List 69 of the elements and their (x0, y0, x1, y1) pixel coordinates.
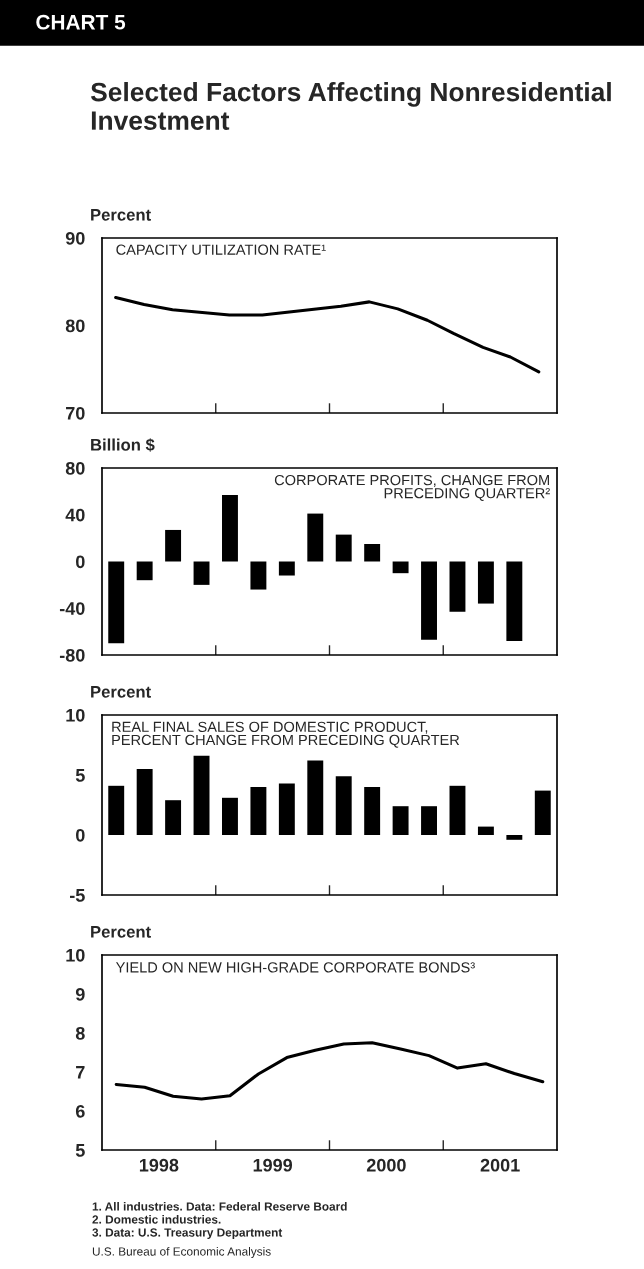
x-tick-label: 1999 (253, 1158, 293, 1172)
bar (506, 835, 523, 840)
bar (449, 785, 466, 835)
bar (250, 787, 267, 835)
y-tick-label: 10 (66, 708, 85, 722)
y-axis-title: Percent (91, 209, 151, 221)
y-tick-label: 90 (65, 231, 85, 245)
y-axis-title: Billion $ (91, 438, 155, 452)
bar (136, 769, 153, 835)
bar (165, 529, 182, 562)
y-tick-label: 0 (76, 828, 85, 842)
chart-subtitle: Selected Factors Affecting Nonresidential Investment (90, 82, 611, 130)
bar (307, 513, 324, 562)
bar (165, 800, 182, 835)
bar (193, 561, 210, 585)
y-axis-title: Percent (91, 926, 151, 938)
bar (449, 561, 466, 612)
y-tick-label: 80 (65, 461, 85, 475)
text: 3. Data: U.S. Treasury Department (92, 1228, 283, 1240)
bar (364, 787, 381, 835)
bar (421, 806, 437, 835)
bar (421, 561, 437, 640)
bar (222, 494, 238, 562)
x-tick-label: 1998 (139, 1158, 179, 1172)
bar (193, 755, 210, 835)
y-axis-title: Percent (91, 686, 151, 698)
bar (108, 785, 125, 835)
y-tick-label: -40 (59, 602, 85, 615)
x-tick-label: 2001 (480, 1158, 520, 1172)
bar (108, 561, 125, 644)
y-tick-label: 70 (66, 406, 85, 420)
y-tick-label: -5 (69, 889, 85, 902)
line-series (114, 295, 541, 374)
bar (392, 806, 409, 835)
bar (364, 543, 381, 562)
bar (335, 534, 352, 562)
y-tick-label: 80 (65, 319, 85, 333)
bar (222, 797, 238, 835)
bar (278, 783, 295, 835)
text: U.S. Bureau of Economic Analysis (92, 1247, 271, 1258)
y-tick-label: 7 (76, 1066, 85, 1079)
y-tick-label: 10 (66, 948, 85, 962)
bar (477, 826, 494, 835)
y-tick-label: 5 (75, 1144, 85, 1157)
line-series (114, 1041, 545, 1101)
y-tick-label: 40 (65, 508, 85, 522)
text: 1. All industries. Data: Federal Reserve Board (92, 1202, 347, 1211)
bar (250, 561, 267, 590)
bar (307, 760, 324, 835)
y-tick-label: 5 (75, 769, 85, 782)
y-tick-label: -80 (59, 648, 85, 662)
annotation: CORPORATE PROFITS, CHANGE FROM PRECEDING QUARTER² (274, 474, 550, 501)
text: 2. Domestic industries. (92, 1215, 221, 1224)
bar (278, 561, 295, 576)
y-tick-label: 0 (76, 555, 85, 569)
chart-title: CHART 5 (36, 14, 126, 30)
bar (392, 561, 409, 574)
bar (136, 561, 153, 581)
x-tick-label: 2000 (366, 1158, 406, 1172)
bar (534, 790, 551, 835)
bar (477, 561, 494, 604)
y-tick-label: 9 (75, 987, 85, 1001)
bar (335, 776, 352, 835)
annotation: YIELD ON NEW HIGH-GRADE CORPORATE BONDS³ (115, 962, 475, 973)
bar (506, 561, 523, 641)
y-tick-label: 8 (75, 1026, 85, 1040)
annotation: REAL FINAL SALES OF DOMESTIC PRODUCT, PERCENT CHANGE FROM PRECEDING QUARTER (112, 721, 460, 748)
annotation: CAPACITY UTILIZATION RATE¹ (116, 244, 326, 255)
y-tick-label: 6 (75, 1104, 85, 1118)
